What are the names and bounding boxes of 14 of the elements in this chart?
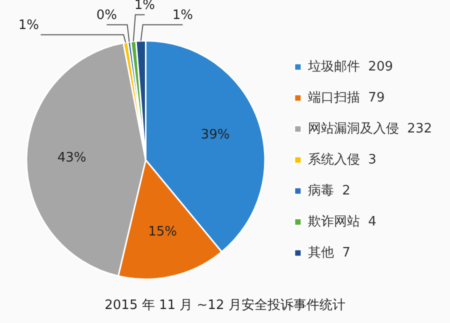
- data-label: 1%: [18, 18, 40, 34]
- legend-label: 垃圾邮件 209: [306, 59, 393, 74]
- legend-label: 病毒 2: [308, 183, 350, 198]
- data-label: 0%: [96, 8, 118, 24]
- data-label: 15%: [148, 224, 177, 240]
- legend-label: 网站漏洞及入侵 232: [308, 121, 432, 136]
- data-label: 39%: [200, 127, 230, 142]
- legend-label: 端口扫描 79: [308, 90, 385, 106]
- legend-label: 欺诈网站 4: [308, 214, 376, 230]
- data-label: 1%: [172, 8, 194, 24]
- legend-label: 其他 7: [308, 245, 350, 260]
- data-label: 43%: [57, 150, 86, 166]
- text: 2015 年 11 月 ~12 月安全投诉事件统计: [104, 297, 346, 314]
- legend-label: 系统入侵 3: [308, 152, 376, 168]
